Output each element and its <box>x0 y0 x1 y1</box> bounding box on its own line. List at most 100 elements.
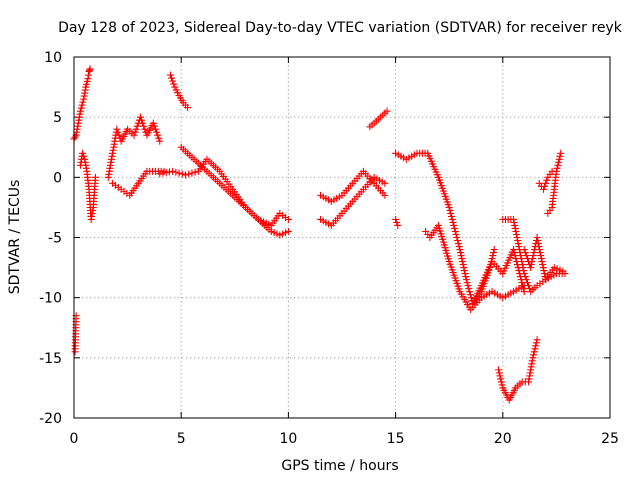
data-point <box>540 270 548 278</box>
data-point <box>466 288 474 296</box>
x-tick-label: 0 <box>70 431 79 447</box>
data-point <box>527 264 535 272</box>
data-point <box>539 261 547 269</box>
data-point <box>540 267 548 275</box>
data-point <box>511 224 519 232</box>
data-point <box>542 179 550 187</box>
data-points <box>70 65 569 404</box>
data-point <box>392 215 400 223</box>
x-axis-label: GPS time / hours <box>281 458 398 474</box>
data-point <box>510 246 518 254</box>
data-point <box>463 279 471 287</box>
data-point <box>514 237 522 245</box>
data-point <box>76 107 84 115</box>
data-point <box>151 125 159 133</box>
data-point <box>498 381 506 389</box>
data-point <box>449 218 457 226</box>
data-point <box>181 171 189 179</box>
data-point <box>113 125 121 133</box>
series-arc-h <box>177 143 292 239</box>
data-point <box>458 258 466 266</box>
data-point <box>518 258 526 266</box>
data-point <box>459 261 467 269</box>
data-point <box>466 291 474 299</box>
series-arc-l <box>392 215 402 229</box>
data-point <box>497 378 505 386</box>
data-point <box>460 264 468 272</box>
data-point <box>495 366 503 374</box>
data-point <box>510 215 518 223</box>
data-point <box>532 339 540 347</box>
data-point <box>522 276 530 284</box>
data-point <box>175 169 183 177</box>
data-point <box>153 128 161 136</box>
data-point <box>78 101 86 109</box>
data-point <box>537 252 545 260</box>
x-tick-label: 20 <box>494 431 512 447</box>
data-point <box>156 137 164 145</box>
data-point <box>139 119 147 127</box>
data-point <box>155 134 163 142</box>
data-point <box>534 240 542 248</box>
data-point <box>527 261 535 269</box>
data-point <box>497 375 505 383</box>
tick-labels: 0 5 10 15 20 25 -20 -15 -10 -5 0 5 10 <box>39 50 619 447</box>
data-point <box>513 234 521 241</box>
data-point <box>512 227 520 235</box>
data-point <box>447 209 455 217</box>
data-point <box>543 176 551 184</box>
data-point <box>535 243 543 251</box>
data-point <box>79 98 87 106</box>
data-point <box>457 252 465 260</box>
data-point <box>539 264 547 272</box>
series-arc-n <box>422 221 528 314</box>
x-tick-label: 5 <box>177 431 186 447</box>
data-point <box>519 264 527 272</box>
data-point <box>557 149 565 157</box>
data-point <box>465 285 473 293</box>
data-point <box>555 158 563 166</box>
data-point <box>540 185 548 193</box>
y-tick-label: -20 <box>39 411 62 427</box>
data-point <box>453 234 461 241</box>
data-point <box>455 243 463 251</box>
data-point <box>536 246 544 254</box>
data-point <box>460 267 468 275</box>
y-tick-label: -5 <box>48 231 62 247</box>
series-arc-k <box>366 107 391 131</box>
data-point <box>529 354 537 362</box>
data-point <box>457 249 465 257</box>
data-point <box>531 345 539 353</box>
series-arc-p <box>499 215 569 296</box>
series-arc-b <box>71 312 80 356</box>
data-point <box>528 258 536 266</box>
data-point <box>454 237 462 245</box>
data-point <box>515 243 523 251</box>
data-point <box>525 282 533 290</box>
data-point <box>447 212 455 220</box>
data-point <box>191 168 199 176</box>
data-point <box>533 234 541 241</box>
data-point <box>169 77 177 85</box>
data-point <box>462 273 470 281</box>
data-point <box>512 230 520 238</box>
data-point <box>136 113 144 121</box>
data-point <box>131 128 139 136</box>
data-point <box>559 267 567 275</box>
data-point <box>533 336 541 344</box>
data-point <box>464 282 472 290</box>
data-point <box>520 246 528 254</box>
data-point <box>132 125 140 133</box>
series-arc-i <box>317 173 389 229</box>
data-point <box>530 249 538 257</box>
y-tick-label: 0 <box>53 170 62 186</box>
y-axis-label: SDTVAR / TECUs <box>7 180 23 295</box>
data-point <box>86 65 94 73</box>
data-point <box>394 221 402 229</box>
y-tick-label: -15 <box>39 351 62 367</box>
data-point <box>159 169 167 177</box>
data-point <box>522 252 530 260</box>
data-point <box>162 169 170 177</box>
data-point <box>138 116 146 124</box>
